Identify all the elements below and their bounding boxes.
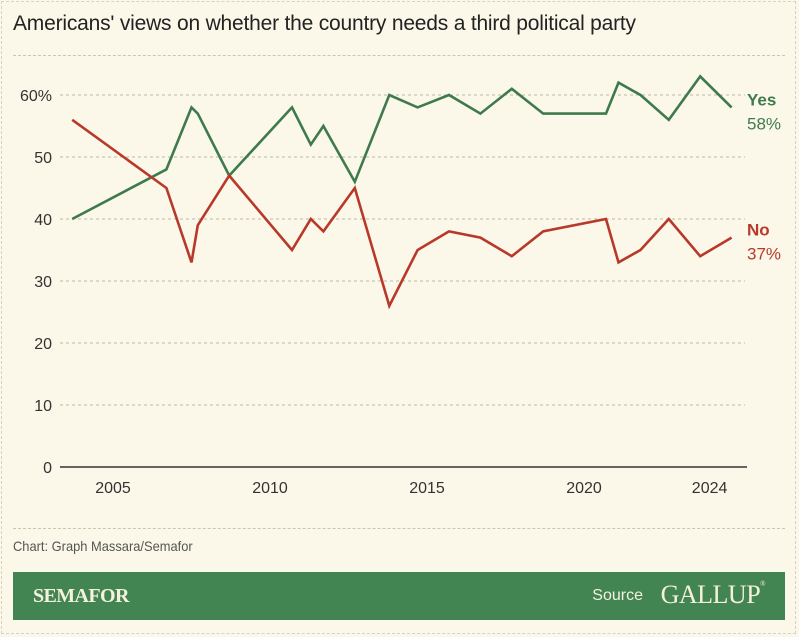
chart-title: Americans' views on whether the country … — [13, 12, 636, 35]
source-name: GALLUP — [660, 580, 761, 609]
series-line-no — [71, 118, 733, 310]
series-labels: Yes 58% No 37% — [747, 90, 781, 263]
semafor-logo[interactable]: SEMAFOR — [33, 585, 129, 607]
footer-bar: SEMAFOR Source GALLUP® — [13, 572, 785, 620]
gridlines — [60, 94, 745, 406]
y-tick-label: 50 — [34, 150, 52, 167]
source-label: Source — [592, 587, 643, 604]
x-tick-label: 2015 — [409, 480, 445, 497]
gallup-logo[interactable]: GALLUP® — [660, 580, 766, 610]
x-tick-label: 2020 — [566, 480, 602, 497]
x-axis-ticks: 2005 2010 2015 2020 2024 — [95, 480, 727, 497]
x-tick-label: 2010 — [252, 480, 288, 497]
y-tick-label: 20 — [34, 336, 52, 353]
series-line-yes — [71, 74, 733, 221]
y-tick-label: 40 — [34, 212, 52, 229]
y-tick-label: 10 — [34, 398, 52, 415]
chart-credit: Chart: Graph Massara/Semafor — [13, 538, 193, 554]
y-tick-label: 30 — [34, 274, 52, 291]
y-axis-ticks: 0 10 20 30 40 50 60% — [20, 88, 52, 477]
y-tick-label: 0 — [43, 460, 52, 477]
series-value-no: 37% — [747, 245, 781, 264]
line-chart: 0 10 20 30 40 50 60% 2005 2010 2015 2020 2024 Yes 5… — [20, 74, 781, 497]
series-label-no: No — [747, 221, 770, 240]
series-lines — [71, 74, 733, 310]
credit-divider — [13, 528, 785, 529]
x-tick-label: 2024 — [692, 480, 728, 497]
x-tick-label: 2005 — [95, 480, 131, 497]
series-value-yes: 58% — [747, 114, 781, 133]
series-label-yes: Yes — [747, 90, 776, 109]
y-tick-label: 60% — [20, 88, 52, 105]
title-divider — [13, 55, 785, 56]
registered-mark: ® — [760, 580, 765, 588]
